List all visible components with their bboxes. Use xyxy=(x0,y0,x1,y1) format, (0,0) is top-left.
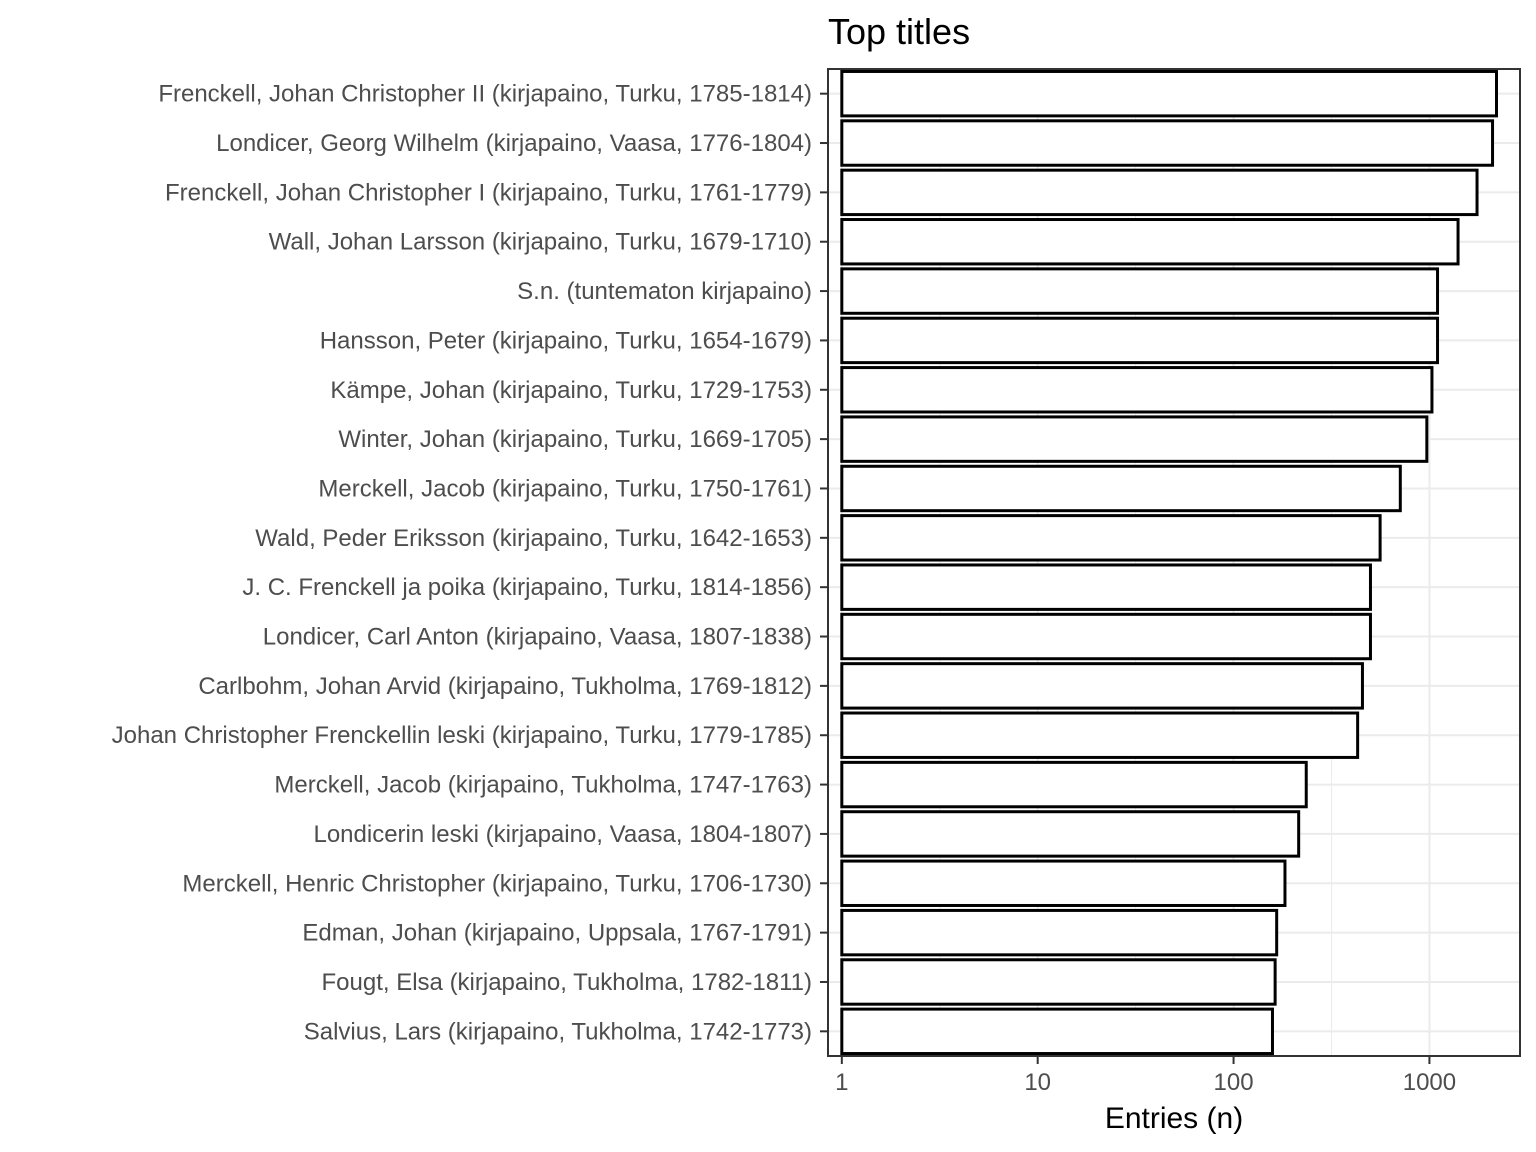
y-tick-label: J. C. Frenckell ja poika (kirjapaino, Tu… xyxy=(242,574,812,601)
bars-layer xyxy=(840,69,1499,1056)
bar xyxy=(840,563,1372,611)
y-tick-label: Hansson, Peter (kirjapaino, Turku, 1654-… xyxy=(320,327,812,354)
y-tick-label: Wall, Johan Larsson (kirjapaino, Turku, … xyxy=(269,229,812,256)
bar xyxy=(840,514,1382,562)
y-tick-label: Merckell, Henric Christopher (kirjapaino… xyxy=(182,870,812,897)
y-tick-label: Edman, Johan (kirjapaino, Uppsala, 1767-… xyxy=(302,920,812,947)
y-tick-label: Johan Christopher Frenckellin leski (kir… xyxy=(112,722,812,749)
x-tick-label: 1000 xyxy=(1403,1069,1456,1096)
bar xyxy=(840,316,1440,365)
y-tick-label: Winter, Johan (kirjapaino, Turku, 1669-1… xyxy=(338,426,812,453)
y-tick-label: Fougt, Elsa (kirjapaino, Tukholma, 1782-… xyxy=(322,969,813,996)
bar xyxy=(840,218,1460,266)
bar xyxy=(840,908,1279,957)
y-tick-label: Salvius, Lars (kirjapaino, Tukholma, 174… xyxy=(304,1018,812,1045)
bar xyxy=(840,859,1287,907)
bar xyxy=(840,810,1301,858)
y-tick-label: Frenckell, Johan Christopher I (kirjapai… xyxy=(165,179,812,206)
y-tick-label: Londicer, Georg Wilhelm (kirjapaino, Vaa… xyxy=(216,130,812,157)
bar xyxy=(840,612,1372,661)
x-tick-label: 100 xyxy=(1214,1069,1254,1096)
bar xyxy=(840,760,1308,809)
bar xyxy=(840,366,1434,414)
y-tick-label: Wald, Peder Eriksson (kirjapaino, Turku,… xyxy=(255,525,812,552)
bar xyxy=(840,69,1499,118)
bar xyxy=(840,168,1479,217)
y-tick-label: Frenckell, Johan Christopher II (kirjapa… xyxy=(158,81,812,108)
y-tick-label: Londicerin leski (kirjapaino, Vaasa, 180… xyxy=(313,821,812,848)
x-axis: 1 10 100 1000 xyxy=(835,1056,1456,1096)
y-axis: Frenckell, Johan Christopher II (kirjapa… xyxy=(112,81,828,1045)
y-tick-label: Merckell, Jacob (kirjapaino, Tukholma, 1… xyxy=(274,772,812,799)
bar xyxy=(840,415,1429,463)
bar xyxy=(840,662,1364,710)
bar xyxy=(840,119,1495,167)
grid-layer xyxy=(828,69,1520,1056)
y-tick-label: S.n. (tuntematon kirjapaino) xyxy=(517,278,812,305)
bar xyxy=(840,464,1402,513)
panel-border xyxy=(827,68,1521,1057)
bar xyxy=(840,1007,1274,1056)
y-tick-label: Kämpe, Johan (kirjapaino, Turku, 1729-17… xyxy=(330,377,812,404)
y-tick-label: Merckell, Jacob (kirjapaino, Turku, 1750… xyxy=(318,475,812,502)
y-tick-label: Carlbohm, Johan Arvid (kirjapaino, Tukho… xyxy=(198,673,812,700)
x-tick-label: 10 xyxy=(1024,1069,1051,1096)
bar xyxy=(840,711,1360,759)
bar xyxy=(840,958,1277,1006)
x-axis-title: Entries (n) xyxy=(1105,1102,1243,1135)
x-tick-label: 1 xyxy=(835,1069,848,1096)
chart-title: Top titles xyxy=(828,11,970,52)
bar xyxy=(840,267,1440,315)
y-tick-label: Londicer, Carl Anton (kirjapaino, Vaasa,… xyxy=(263,624,812,651)
